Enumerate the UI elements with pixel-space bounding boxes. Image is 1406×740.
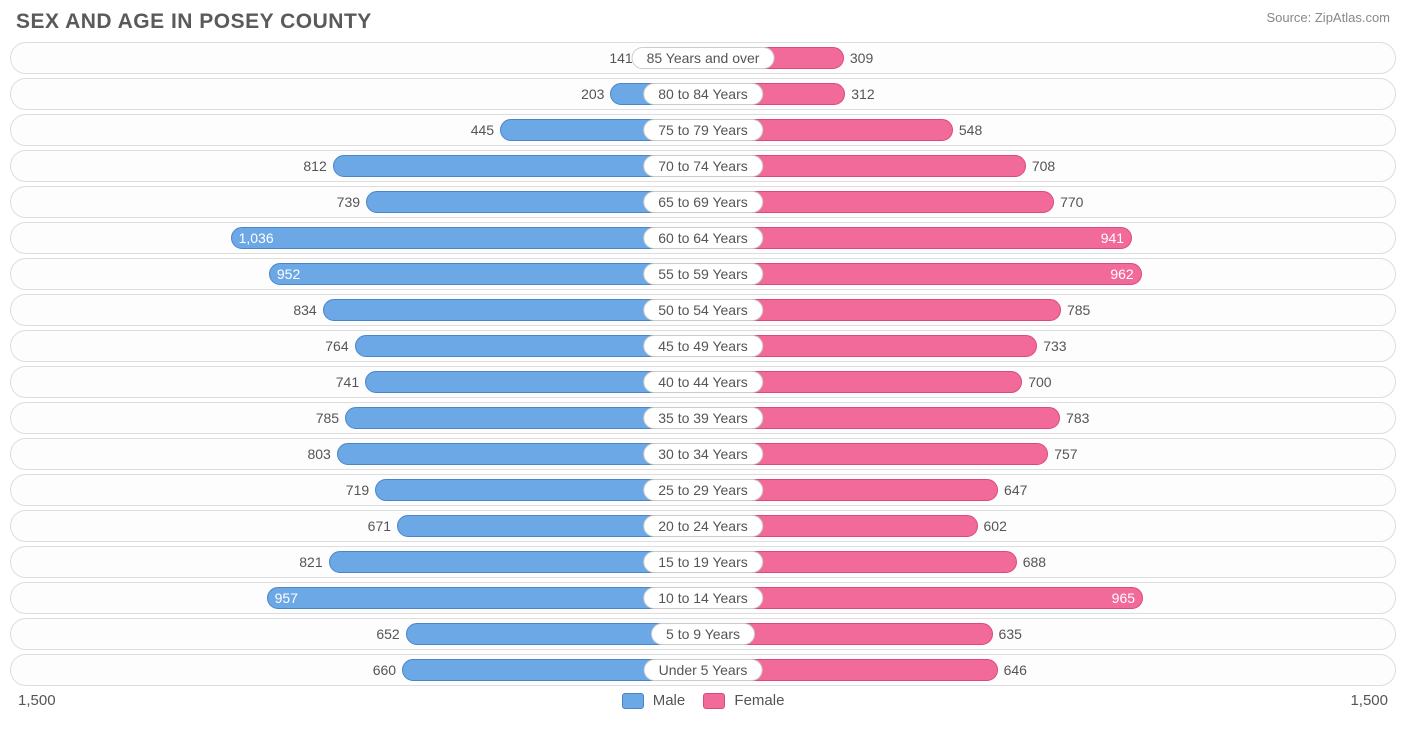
female-swatch-icon [703, 693, 725, 709]
age-row: 141 309 85 Years and over [10, 42, 1396, 74]
female-bar [703, 227, 1132, 249]
age-group-label: 75 to 79 Years [643, 119, 763, 141]
age-row: 821 688 15 to 19 Years [10, 546, 1396, 578]
population-pyramid-chart: 141 309 85 Years and over 203 312 80 to 84 Ye… [10, 42, 1396, 686]
female-value: 309 [850, 50, 873, 66]
age-group-label: 30 to 34 Years [643, 443, 763, 465]
male-value: 952 [277, 266, 300, 282]
male-value: 141 [609, 50, 632, 66]
chart-header: SEX AND AGE IN POSEY COUNTY Source: ZipA… [10, 10, 1396, 42]
age-group-label: 35 to 39 Years [643, 407, 763, 429]
age-row: 785 783 35 to 39 Years [10, 402, 1396, 434]
female-value: 312 [851, 86, 874, 102]
female-value: 635 [999, 626, 1022, 642]
male-value: 719 [346, 482, 369, 498]
female-value: 688 [1023, 554, 1046, 570]
female-value: 708 [1032, 158, 1055, 174]
female-value: 646 [1004, 662, 1027, 678]
age-group-label: 25 to 29 Years [643, 479, 763, 501]
age-group-label: 85 Years and over [632, 47, 775, 69]
male-value: 764 [325, 338, 348, 354]
male-value: 741 [336, 374, 359, 390]
age-group-label: 65 to 69 Years [643, 191, 763, 213]
male-value: 1,036 [239, 230, 274, 246]
age-group-label: 50 to 54 Years [643, 299, 763, 321]
axis-max-left: 1,500 [18, 692, 56, 709]
male-value: 785 [316, 410, 339, 426]
age-row: 1,036 941 60 to 64 Years [10, 222, 1396, 254]
age-row: 739 770 65 to 69 Years [10, 186, 1396, 218]
female-value: 965 [1112, 590, 1135, 606]
age-row: 660 646 Under 5 Years [10, 654, 1396, 686]
age-group-label: 55 to 59 Years [643, 263, 763, 285]
age-row: 812 708 70 to 74 Years [10, 150, 1396, 182]
male-value: 812 [303, 158, 326, 174]
age-group-label: 60 to 64 Years [643, 227, 763, 249]
age-row: 952 962 55 to 59 Years [10, 258, 1396, 290]
legend-female-label: Female [734, 692, 784, 709]
female-value: 770 [1060, 194, 1083, 210]
female-value: 785 [1067, 302, 1090, 318]
age-group-label: 40 to 44 Years [643, 371, 763, 393]
male-bar [267, 587, 703, 609]
male-value: 803 [307, 446, 330, 462]
male-value: 660 [373, 662, 396, 678]
legend-male-label: Male [653, 692, 686, 709]
male-value: 445 [471, 122, 494, 138]
age-group-label: 80 to 84 Years [643, 83, 763, 105]
female-bar [703, 587, 1143, 609]
female-value: 757 [1054, 446, 1077, 462]
age-row: 803 757 30 to 34 Years [10, 438, 1396, 470]
male-value: 671 [368, 518, 391, 534]
age-row: 764 733 45 to 49 Years [10, 330, 1396, 362]
chart-footer: 1,500 Male Female 1,500 [10, 692, 1396, 709]
age-row: 957 965 10 to 14 Years [10, 582, 1396, 614]
age-row: 719 647 25 to 29 Years [10, 474, 1396, 506]
male-swatch-icon [622, 693, 644, 709]
female-value: 700 [1028, 374, 1051, 390]
chart-source: Source: ZipAtlas.com [1266, 10, 1390, 25]
female-value: 941 [1101, 230, 1124, 246]
legend: Male Female [56, 692, 1351, 709]
chart-title: SEX AND AGE IN POSEY COUNTY [16, 10, 372, 34]
age-group-label: 20 to 24 Years [643, 515, 763, 537]
age-row: 445 548 75 to 79 Years [10, 114, 1396, 146]
male-value: 821 [299, 554, 322, 570]
male-bar [269, 263, 703, 285]
female-value: 783 [1066, 410, 1089, 426]
male-value: 957 [275, 590, 298, 606]
age-group-label: 45 to 49 Years [643, 335, 763, 357]
age-row: 203 312 80 to 84 Years [10, 78, 1396, 110]
age-row: 741 700 40 to 44 Years [10, 366, 1396, 398]
female-value: 548 [959, 122, 982, 138]
female-value: 733 [1043, 338, 1066, 354]
age-group-label: 70 to 74 Years [643, 155, 763, 177]
age-group-label: Under 5 Years [644, 659, 763, 681]
male-value: 203 [581, 86, 604, 102]
female-value: 602 [984, 518, 1007, 534]
female-value: 962 [1110, 266, 1133, 282]
male-value: 739 [337, 194, 360, 210]
male-bar [231, 227, 703, 249]
age-row: 834 785 50 to 54 Years [10, 294, 1396, 326]
female-value: 647 [1004, 482, 1027, 498]
age-group-label: 5 to 9 Years [651, 623, 755, 645]
legend-male: Male [622, 692, 686, 709]
legend-female: Female [703, 692, 784, 709]
age-row: 652 635 5 to 9 Years [10, 618, 1396, 650]
male-value: 652 [376, 626, 399, 642]
age-group-label: 10 to 14 Years [643, 587, 763, 609]
age-group-label: 15 to 19 Years [643, 551, 763, 573]
female-bar [703, 263, 1142, 285]
age-row: 671 602 20 to 24 Years [10, 510, 1396, 542]
male-value: 834 [293, 302, 316, 318]
axis-max-right: 1,500 [1350, 692, 1388, 709]
